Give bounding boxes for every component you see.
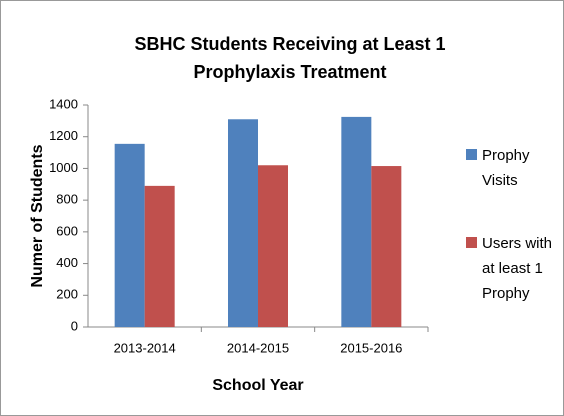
legend-swatch	[466, 149, 477, 160]
x-axis-label: School Year	[212, 377, 303, 394]
y-tick-label: 600	[56, 223, 78, 238]
legend-label: Users with at least 1 Prophy	[482, 235, 553, 302]
bar	[341, 116, 372, 328]
legend-swatch	[466, 237, 477, 248]
y-tick-label: 1400	[49, 96, 78, 111]
x-tick-label: 2014-2015	[227, 340, 289, 355]
legend-label: Prophy Visits	[482, 147, 530, 189]
bar	[258, 165, 288, 327]
x-tick-label: 2013-2014	[114, 340, 176, 355]
bar	[114, 143, 145, 327]
y-tick-label: 200	[56, 287, 78, 302]
bar	[371, 166, 402, 327]
bar	[228, 119, 258, 328]
x-tick-label: 2015-2016	[340, 340, 402, 355]
y-tick-label: 1200	[49, 128, 78, 143]
y-axis-label: Numer of Students	[29, 144, 46, 287]
y-tick-label: 400	[56, 255, 78, 270]
y-tick-label: 0	[71, 318, 78, 333]
y-tick-label: 800	[56, 192, 78, 207]
bar	[144, 185, 175, 327]
y-tick-label: 1000	[49, 160, 78, 175]
chart-title: SBHC Students Receiving at Least 1 Proph…	[134, 34, 446, 82]
